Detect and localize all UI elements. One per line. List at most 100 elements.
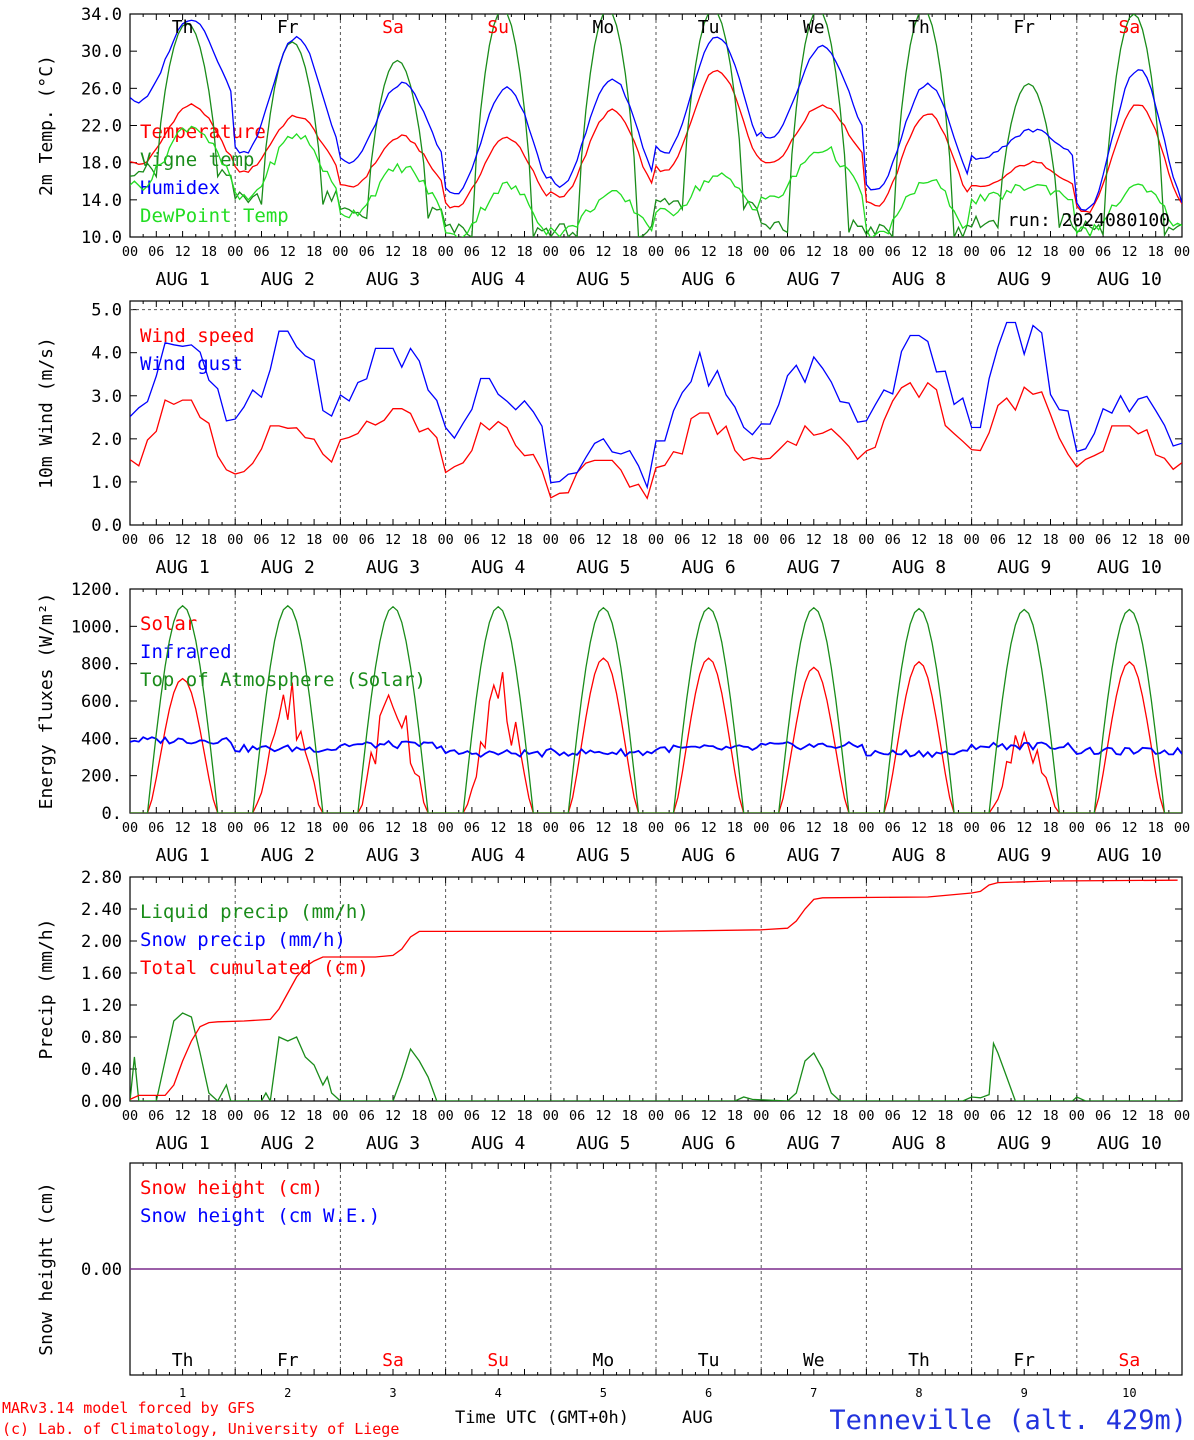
y-tick-label: 0.00 bbox=[81, 1092, 122, 1112]
x-tick-label: 06 bbox=[148, 244, 164, 260]
x-tick-label: 18 bbox=[937, 820, 953, 836]
chart-panels: 10.014.018.022.026.030.034.02m Temp. (°C… bbox=[36, 5, 1190, 1400]
weekday-label: Mo bbox=[593, 17, 615, 38]
weekday-label: Sa bbox=[382, 1350, 404, 1371]
weekday-label: Sa bbox=[382, 17, 404, 38]
x-tick-label: 12 bbox=[385, 244, 401, 260]
x-tick-label: 00 bbox=[963, 1108, 979, 1124]
y-tick-label: 1.20 bbox=[81, 996, 122, 1016]
x-tick-label: 06 bbox=[464, 244, 480, 260]
y-axis-label: 2m Temp. (°C) bbox=[36, 55, 57, 196]
x-tick-label: 12 bbox=[385, 532, 401, 548]
series-line-temperature bbox=[130, 69, 1182, 214]
x-tick-label: 06 bbox=[990, 244, 1006, 260]
day-label: AUG 10 bbox=[1097, 845, 1162, 866]
x-tick-label: 00 bbox=[1174, 532, 1190, 548]
y-tick-label: 0.0 bbox=[91, 516, 122, 536]
y-tick-label: 2.0 bbox=[91, 430, 122, 450]
x-tick-label: 00 bbox=[648, 1108, 664, 1124]
day-label: AUG 2 bbox=[261, 845, 315, 866]
series-line-humidex bbox=[130, 19, 1182, 211]
x-tick-label: 00 bbox=[648, 820, 664, 836]
day-label: AUG 7 bbox=[787, 557, 841, 578]
day-label: AUG 5 bbox=[576, 1133, 630, 1154]
x-tick-label: 18 bbox=[832, 532, 848, 548]
x-tick-label: 00 bbox=[963, 820, 979, 836]
day-label: AUG 8 bbox=[892, 557, 946, 578]
panel-snow: 0.00 Snow height (cm) Snow height (cm) Snow… bbox=[36, 1162, 1183, 1400]
x-tick-label: 12 bbox=[490, 532, 506, 548]
x-tick-label: 12 bbox=[1121, 244, 1137, 260]
x-tick-label: 06 bbox=[569, 532, 585, 548]
x-tick-label: 06 bbox=[569, 820, 585, 836]
x-tick-label: 06 bbox=[253, 532, 269, 548]
x-tick-label: 00 bbox=[1174, 820, 1190, 836]
day-label: AUG 3 bbox=[366, 557, 420, 578]
day-number-label: 2 bbox=[284, 1386, 291, 1400]
panel-precip: 0.00 0.40 0.80 1.20 1.60 2.00 2.40 2.80 Precip (… bbox=[36, 868, 1190, 1154]
x-tick-label: 00 bbox=[1174, 244, 1190, 260]
x-tick-label: 12 bbox=[385, 1108, 401, 1124]
y-tick-label: 2.40 bbox=[81, 900, 122, 920]
x-tick-label: 18 bbox=[832, 244, 848, 260]
day-label: AUG 8 bbox=[892, 269, 946, 290]
y-tick-label: 1.60 bbox=[81, 964, 122, 984]
x-tick-label: 06 bbox=[779, 1108, 795, 1124]
day-label: AUG 10 bbox=[1097, 1133, 1162, 1154]
x-tick-label: 18 bbox=[411, 820, 427, 836]
x-tick-label: 06 bbox=[359, 532, 375, 548]
panel-wind: 0.0 1.0 2.0 3.0 4.0 5.0 10m Wind (m/s) Wind spe… bbox=[36, 300, 1190, 578]
x-tick-label: 12 bbox=[1016, 820, 1032, 836]
x-tick-label: 06 bbox=[990, 1108, 1006, 1124]
x-tick-label: 06 bbox=[674, 244, 690, 260]
y-tick-label: 4.0 bbox=[91, 344, 122, 364]
x-tick-label: 18 bbox=[201, 532, 217, 548]
x-tick-label: 06 bbox=[1095, 244, 1111, 260]
panel-energy: 0. 200. 400. 600. 800. 1000. 1200. Energy fluxe… bbox=[36, 580, 1190, 866]
day-label: AUG 5 bbox=[576, 557, 630, 578]
x-tick-label: 18 bbox=[622, 1108, 638, 1124]
x-tick-label: 06 bbox=[885, 244, 901, 260]
x-tick-label: 12 bbox=[595, 244, 611, 260]
x-tick-label: 18 bbox=[201, 244, 217, 260]
x-tick-label: 12 bbox=[911, 532, 927, 548]
x-tick-label: 12 bbox=[174, 532, 190, 548]
day-label: AUG 6 bbox=[682, 269, 736, 290]
x-tick-label: 18 bbox=[1042, 244, 1058, 260]
legend-wind-gust: Wind gust bbox=[140, 353, 243, 375]
x-tick-label: 00 bbox=[122, 244, 138, 260]
x-tick-label: 00 bbox=[122, 820, 138, 836]
y-tick-label: 600. bbox=[81, 692, 122, 712]
x-tick-label: 06 bbox=[779, 820, 795, 836]
series-line-wind-gust bbox=[130, 321, 1182, 490]
legend-humidex: Humidex bbox=[140, 177, 220, 199]
x-tick-label: 18 bbox=[937, 1108, 953, 1124]
series-line-top-of-atmosphere-solar- bbox=[130, 604, 1182, 813]
x-tick-label: 00 bbox=[1069, 532, 1085, 548]
x-tick-label: 18 bbox=[516, 820, 532, 836]
x-tick-label: 18 bbox=[201, 820, 217, 836]
x-tick-label: 00 bbox=[858, 532, 874, 548]
x-tick-label: 18 bbox=[516, 532, 532, 548]
x-tick-label: 06 bbox=[359, 1108, 375, 1124]
day-number-label: 6 bbox=[705, 1386, 712, 1400]
x-tick-label: 00 bbox=[227, 820, 243, 836]
x-tick-label: 00 bbox=[332, 244, 348, 260]
y-axis-label: 10m Wind (m/s) bbox=[36, 337, 57, 489]
x-tick-label: 00 bbox=[753, 820, 769, 836]
x-tick-label: 18 bbox=[1042, 532, 1058, 548]
x-tick-label: 06 bbox=[253, 244, 269, 260]
day-label: AUG 6 bbox=[682, 557, 736, 578]
x-tick-label: 18 bbox=[622, 244, 638, 260]
x-tick-label: 12 bbox=[911, 1108, 927, 1124]
legend-infrared: Infrared bbox=[140, 641, 232, 663]
legend-total-cumulated-cm-: Total cumulated (cm) bbox=[140, 957, 369, 979]
x-tick-label: 18 bbox=[1042, 1108, 1058, 1124]
legend-solar: Solar bbox=[140, 613, 197, 635]
x-tick-label: 00 bbox=[858, 244, 874, 260]
series-line-solar bbox=[130, 657, 1182, 813]
x-tick-label: 12 bbox=[806, 1108, 822, 1124]
x-tick-label: 12 bbox=[280, 532, 296, 548]
x-tick-label: 06 bbox=[674, 532, 690, 548]
